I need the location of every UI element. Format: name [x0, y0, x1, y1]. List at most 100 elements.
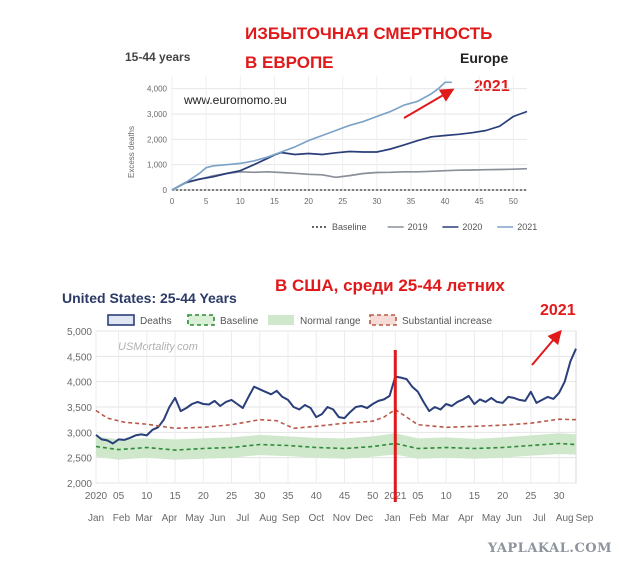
- us-week-tick-label: 30: [254, 491, 266, 502]
- us-legend-swatch: [369, 314, 397, 326]
- us-month-tick-label: May: [185, 513, 204, 524]
- us-week-tick-label: 20: [497, 491, 509, 502]
- eu-y-tick-label: 3,000: [147, 110, 168, 119]
- us-normal-range: [96, 433, 576, 460]
- us-week-tick-label: 25: [226, 491, 238, 502]
- us-month-tick-label: Dec: [355, 513, 373, 524]
- us-series-line-baseline: [95, 442, 577, 451]
- us-month-tick-label: Mar: [135, 513, 153, 524]
- us-legend-label: Deaths: [140, 316, 172, 327]
- us-y-tick-label: 3,500: [67, 403, 92, 414]
- us-legend-label: Normal range: [300, 316, 361, 327]
- eu-axes: 0 1,000 2,000 3,000 4,000 0 5 10 15 20 25 30 35 40 45 5…: [147, 85, 527, 206]
- eu-x-tick-label: 0: [170, 197, 175, 206]
- us-month-tick-label: Jun: [506, 513, 522, 524]
- eu-y-tick-label: 2,000: [147, 135, 168, 144]
- us-legend: Deaths Baseline Normal range Substantial in…: [107, 314, 492, 327]
- us-week-tick-label: 05: [412, 491, 424, 502]
- eu-legend: Baseline 2019 2020 2021: [312, 222, 537, 232]
- us-month-tick-label: Feb: [409, 513, 427, 524]
- eu-series-line-2020: [171, 110, 528, 191]
- eu-annotation-title-line2: В ЕВРОПЕ: [245, 53, 334, 72]
- us-lines: [95, 348, 577, 451]
- us-month-tick-label: Sep: [282, 513, 300, 524]
- eu-red-arrow: [403, 88, 455, 119]
- us-y-tick-label: 2,000: [67, 479, 92, 490]
- us-week-tick-label: 20: [198, 491, 210, 502]
- eu-y-tick-label: 1,000: [147, 161, 168, 170]
- eu-y-axis-label: Excess deaths: [127, 126, 136, 178]
- us-week-tick-label: 2020: [85, 491, 108, 502]
- us-week-tick-label: 45: [339, 491, 351, 502]
- eu-legend-label: Baseline: [332, 222, 367, 232]
- eu-x-tick-label: 35: [406, 197, 415, 206]
- eu-series-line-2021: [171, 81, 452, 191]
- us-month-tick-label: Jul: [236, 513, 249, 524]
- us-y-tick-label: 2,500: [67, 454, 92, 465]
- us-month-tick-label: Nov: [333, 513, 351, 524]
- us-month-tick-label: Apr: [458, 513, 474, 524]
- us-week-tick-label: 10: [141, 491, 153, 502]
- us-week-tick-label: 50: [367, 491, 379, 502]
- eu-x-tick-label: 50: [509, 197, 518, 206]
- us-source-label: USMortality.com: [118, 341, 198, 353]
- us-week-tick-label: 40: [311, 491, 323, 502]
- us-month-tick-label: Jan: [384, 513, 400, 524]
- us-legend-label: Substantial increase: [402, 316, 492, 327]
- us-month-tick-label: Jun: [209, 513, 225, 524]
- eu-region-label: Europe: [460, 50, 509, 66]
- eu-x-tick-label: 40: [441, 197, 450, 206]
- us-series-line-substantial-increase: [95, 408, 577, 430]
- eu-x-tick-label: 45: [475, 197, 484, 206]
- us-grid: [95, 330, 576, 484]
- eu-y-tick-label: 0: [163, 186, 168, 195]
- us-month-tick-label: Feb: [113, 513, 131, 524]
- us-month-tick-label: Apr: [162, 513, 178, 524]
- us-week-tick-label: 25: [525, 491, 537, 502]
- us-month-tick-label: Jan: [88, 513, 104, 524]
- eu-annotation-title-line1: ИЗБЫТОЧНАЯ СМЕРТНОСТЬ: [245, 24, 493, 43]
- us-y-tick-label: 4,500: [67, 352, 92, 363]
- us-legend-swatch: [268, 315, 294, 325]
- us-y-tick-label: 3,000: [67, 428, 92, 439]
- us-month-tick-label: Aug: [259, 513, 277, 524]
- eu-lines: [171, 81, 528, 191]
- watermark: YAPLAKAL.COM: [487, 541, 612, 556]
- us-y-tick-label: 4,000: [67, 378, 92, 389]
- us-week-tick-label: 05: [113, 491, 125, 502]
- us-week-tick-label: 30: [553, 491, 565, 502]
- eu-year-note: 2021: [474, 78, 510, 95]
- eu-x-tick-label: 10: [236, 197, 245, 206]
- us-normal-range-band: [96, 433, 576, 460]
- us-chart-title: United States: 25-44 Years: [62, 290, 237, 306]
- us-annotation-title: В США, среди 25-44 летних: [275, 276, 505, 295]
- us-year-note: 2021: [540, 302, 576, 319]
- eu-y-tick-label: 4,000: [147, 85, 168, 94]
- us-y-tick-label: 5,000: [67, 327, 92, 338]
- eu-legend-label: 2020: [462, 222, 482, 232]
- eu-legend-label: 2019: [408, 222, 428, 232]
- us-week-tick-label: 15: [169, 491, 181, 502]
- us-legend-swatch: [107, 314, 135, 326]
- us-month-tick-label: Oct: [308, 513, 324, 524]
- us-week-tick-label: 15: [469, 491, 481, 502]
- eu-x-tick-label: 15: [270, 197, 279, 206]
- us-series-line-deaths: [95, 348, 577, 445]
- eu-x-tick-label: 30: [372, 197, 381, 206]
- us-week-tick-label: 35: [282, 491, 294, 502]
- eu-x-tick-label: 25: [338, 197, 347, 206]
- eu-x-tick-label: 20: [304, 197, 313, 206]
- us-month-tick-label: Aug: [556, 513, 574, 524]
- us-week-tick-label: 10: [441, 491, 453, 502]
- eu-series-line-2019: [171, 167, 528, 191]
- us-red-arrow: [531, 329, 562, 366]
- eu-source-label: www.euromomo.eu: [184, 93, 287, 107]
- us-month-tick-label: Sep: [576, 513, 594, 524]
- us-month-tick-label: May: [482, 513, 501, 524]
- us-legend-swatch: [187, 314, 215, 326]
- us-month-tick-label: Jul: [533, 513, 546, 524]
- eu-x-tick-label: 5: [204, 197, 209, 206]
- us-legend-label: Baseline: [220, 316, 259, 327]
